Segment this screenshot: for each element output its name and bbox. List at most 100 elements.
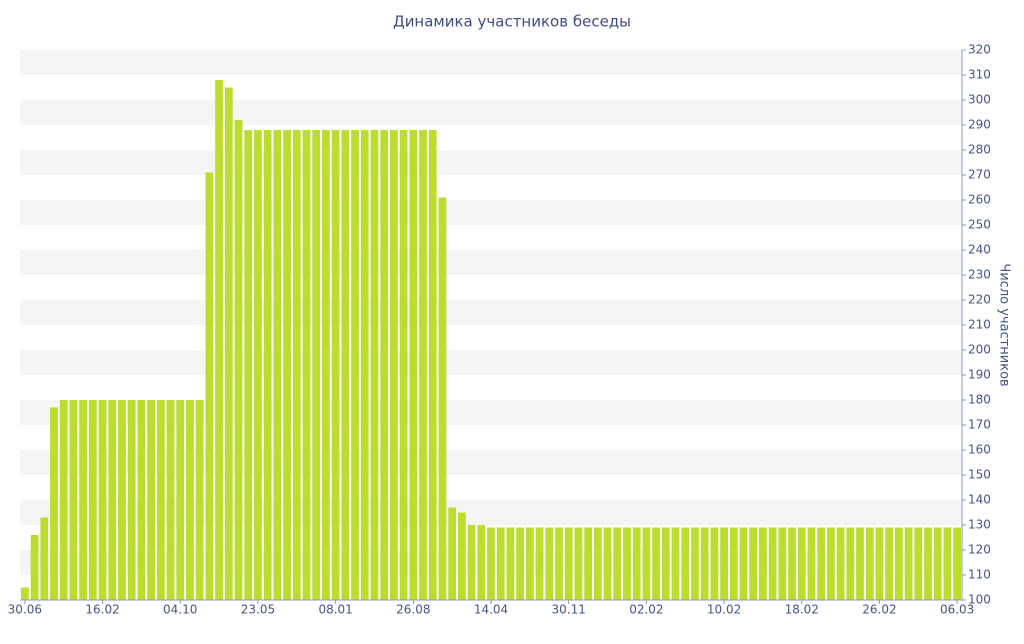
bar xyxy=(943,527,952,600)
y-tick-label: 280 xyxy=(968,143,991,157)
x-tick-label: 26.02 xyxy=(862,603,896,617)
bar xyxy=(98,400,107,600)
y-tick-label: 210 xyxy=(968,318,991,332)
bar xyxy=(341,130,350,600)
bar xyxy=(691,527,699,600)
x-tick-label: 30.06 xyxy=(8,603,42,617)
bar xyxy=(108,400,117,600)
bar xyxy=(797,527,806,600)
y-tick-label: 100 xyxy=(968,593,991,607)
x-tick-label: 16.02 xyxy=(85,603,119,617)
y-tick-label: 140 xyxy=(968,493,991,507)
bar xyxy=(856,527,864,600)
bar xyxy=(545,527,554,600)
bar xyxy=(749,527,758,600)
bar xyxy=(351,130,359,600)
x-tick-label: 14.04 xyxy=(474,603,508,617)
y-tick-label: 310 xyxy=(968,68,991,82)
y-tick-label: 260 xyxy=(968,193,991,207)
bar xyxy=(710,527,719,600)
x-tick-label: 23.05 xyxy=(241,603,275,617)
bar xyxy=(477,525,486,600)
x-tick-label: 30.11 xyxy=(552,603,586,617)
bar xyxy=(904,527,913,600)
bar xyxy=(506,527,515,600)
bar xyxy=(30,535,39,600)
bar xyxy=(924,527,932,600)
bar xyxy=(292,130,301,600)
bar xyxy=(166,400,175,600)
bar xyxy=(953,527,962,600)
x-tick-label: 10.02 xyxy=(707,603,741,617)
bar xyxy=(894,527,903,600)
bar xyxy=(729,527,738,600)
grid-band xyxy=(20,50,962,75)
bar xyxy=(409,130,418,600)
bar xyxy=(593,527,602,600)
bar xyxy=(642,527,651,600)
x-tick-label: 08.01 xyxy=(318,603,352,617)
bar xyxy=(419,130,427,600)
x-tick-label: 18.02 xyxy=(785,603,819,617)
grid-band xyxy=(20,150,962,175)
bar xyxy=(933,527,942,600)
bar xyxy=(555,527,563,600)
bar xyxy=(875,527,884,600)
y-tick-label: 240 xyxy=(968,243,991,257)
bar xyxy=(487,527,495,600)
bar xyxy=(79,400,88,600)
y-tick-label: 110 xyxy=(968,568,991,582)
bar xyxy=(827,527,835,600)
y-tick-label: 250 xyxy=(968,218,991,232)
y-tick-label: 160 xyxy=(968,443,991,457)
bar xyxy=(234,120,243,600)
bar xyxy=(681,527,690,600)
grid-band xyxy=(20,100,962,125)
bar xyxy=(69,400,78,600)
bar xyxy=(283,130,291,600)
bar xyxy=(88,400,97,600)
bar xyxy=(700,527,709,600)
bar xyxy=(516,527,525,600)
bar xyxy=(525,527,534,600)
bar xyxy=(467,525,476,600)
bar xyxy=(147,400,155,600)
bar xyxy=(739,527,748,600)
y-tick-label: 130 xyxy=(968,518,991,532)
y-tick-label: 150 xyxy=(968,468,991,482)
bar xyxy=(564,527,573,600)
grid-band xyxy=(20,200,962,225)
y-tick-label: 290 xyxy=(968,118,991,132)
bar xyxy=(370,130,379,600)
bar xyxy=(652,527,660,600)
bar xyxy=(380,130,389,600)
bar xyxy=(535,527,544,600)
chart-title: Динамика участников беседы xyxy=(393,13,631,31)
bar xyxy=(603,527,612,600)
bar xyxy=(623,527,631,600)
bar xyxy=(428,130,437,600)
bar xyxy=(254,130,262,600)
bar xyxy=(360,130,369,600)
bar xyxy=(127,400,136,600)
bar xyxy=(331,130,340,600)
bar xyxy=(632,527,641,600)
bar xyxy=(322,130,330,600)
x-tick-label: 26.08 xyxy=(396,603,430,617)
bar xyxy=(224,87,233,600)
bar xyxy=(40,517,49,600)
bar xyxy=(438,197,447,600)
y-tick-label: 170 xyxy=(968,418,991,432)
bar xyxy=(759,527,767,600)
bar xyxy=(788,527,796,600)
bar xyxy=(720,527,728,600)
bar xyxy=(137,400,146,600)
grid-band xyxy=(20,350,962,375)
y-tick-label: 200 xyxy=(968,343,991,357)
bar xyxy=(118,400,126,600)
bar xyxy=(244,130,253,600)
bar xyxy=(817,527,826,600)
bar xyxy=(176,400,185,600)
